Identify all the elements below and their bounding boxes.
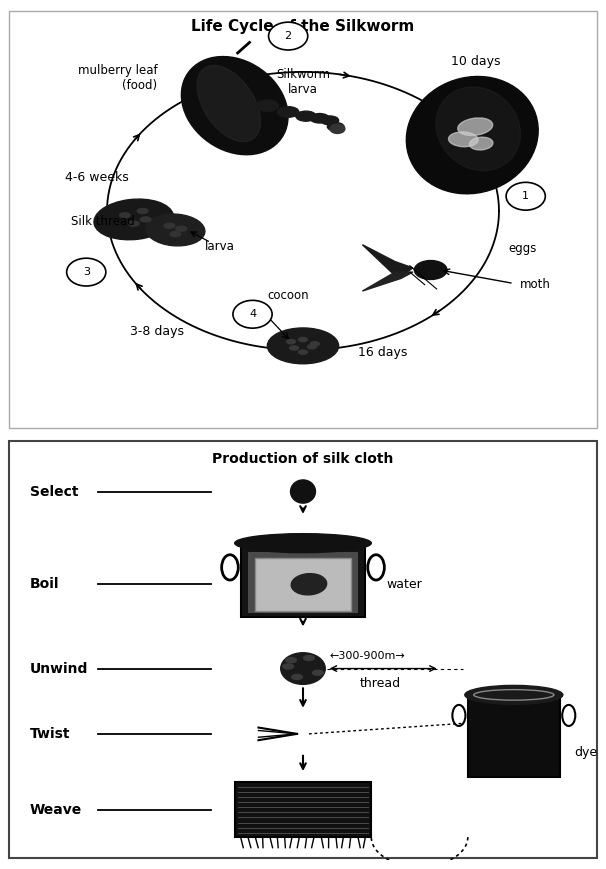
Ellipse shape [406, 76, 538, 194]
Ellipse shape [170, 232, 181, 236]
Ellipse shape [436, 87, 521, 170]
Ellipse shape [299, 350, 307, 355]
FancyBboxPatch shape [256, 558, 350, 611]
Ellipse shape [287, 340, 296, 344]
Ellipse shape [235, 534, 371, 553]
Ellipse shape [470, 137, 493, 150]
FancyBboxPatch shape [235, 782, 371, 837]
Ellipse shape [181, 56, 288, 155]
Text: 4-6 weeks: 4-6 weeks [65, 171, 129, 183]
Text: eggs: eggs [508, 242, 536, 255]
Text: larva: larva [205, 241, 235, 254]
Ellipse shape [465, 686, 563, 705]
Ellipse shape [290, 480, 316, 503]
Ellipse shape [119, 213, 130, 218]
Ellipse shape [164, 223, 175, 229]
Text: 1: 1 [522, 191, 529, 202]
Text: water: water [386, 578, 422, 591]
Ellipse shape [299, 337, 307, 342]
FancyBboxPatch shape [248, 552, 358, 613]
Text: 10 days: 10 days [451, 55, 501, 68]
Ellipse shape [281, 653, 325, 685]
Ellipse shape [304, 655, 315, 660]
Text: Production of silk cloth: Production of silk cloth [212, 453, 394, 467]
Text: 3: 3 [83, 267, 90, 277]
Ellipse shape [176, 226, 187, 231]
Ellipse shape [128, 221, 139, 226]
Circle shape [506, 182, 545, 210]
Ellipse shape [291, 574, 327, 595]
Polygon shape [362, 272, 413, 291]
Ellipse shape [146, 214, 205, 246]
Polygon shape [362, 245, 413, 278]
Text: Boil: Boil [30, 577, 59, 591]
Ellipse shape [267, 328, 339, 364]
Text: ←300-900m→: ←300-900m→ [330, 651, 405, 661]
Ellipse shape [291, 674, 302, 680]
Text: cocoon: cocoon [267, 289, 309, 302]
Circle shape [233, 301, 272, 328]
Ellipse shape [307, 345, 316, 348]
Text: Weave: Weave [30, 803, 82, 817]
Ellipse shape [327, 123, 344, 131]
Text: moth: moth [520, 278, 551, 291]
Ellipse shape [310, 114, 329, 123]
Text: thread: thread [359, 677, 401, 690]
FancyBboxPatch shape [468, 695, 560, 777]
FancyBboxPatch shape [241, 543, 365, 617]
Text: 2: 2 [285, 31, 291, 41]
Ellipse shape [94, 199, 173, 240]
Ellipse shape [310, 342, 319, 346]
Text: Unwind: Unwind [30, 661, 88, 675]
Text: 3-8 days: 3-8 days [130, 325, 184, 338]
Text: Silkworm
larva: Silkworm larva [276, 69, 330, 96]
Circle shape [268, 23, 308, 50]
FancyBboxPatch shape [9, 10, 597, 428]
Ellipse shape [313, 670, 323, 675]
Ellipse shape [415, 261, 447, 280]
Ellipse shape [290, 346, 299, 350]
Text: Silk thread: Silk thread [72, 215, 135, 228]
Ellipse shape [448, 132, 478, 147]
Ellipse shape [296, 111, 316, 121]
Ellipse shape [138, 209, 148, 214]
Ellipse shape [256, 100, 279, 111]
Text: Life Cycle of the Silkworm: Life Cycle of the Silkworm [191, 19, 415, 34]
FancyBboxPatch shape [9, 441, 597, 859]
Text: 16 days: 16 days [359, 346, 408, 359]
Circle shape [67, 258, 106, 286]
Ellipse shape [330, 124, 345, 134]
Ellipse shape [283, 664, 293, 669]
Text: dye: dye [574, 746, 598, 760]
Text: Select: Select [30, 485, 78, 499]
Ellipse shape [458, 118, 493, 136]
Ellipse shape [197, 65, 261, 142]
Ellipse shape [140, 217, 151, 222]
Ellipse shape [278, 107, 299, 117]
Text: mulberry leaf
(food): mulberry leaf (food) [78, 64, 158, 92]
Text: Twist: Twist [30, 726, 70, 741]
Ellipse shape [321, 116, 339, 125]
Text: 4: 4 [249, 309, 256, 319]
Ellipse shape [286, 658, 296, 663]
